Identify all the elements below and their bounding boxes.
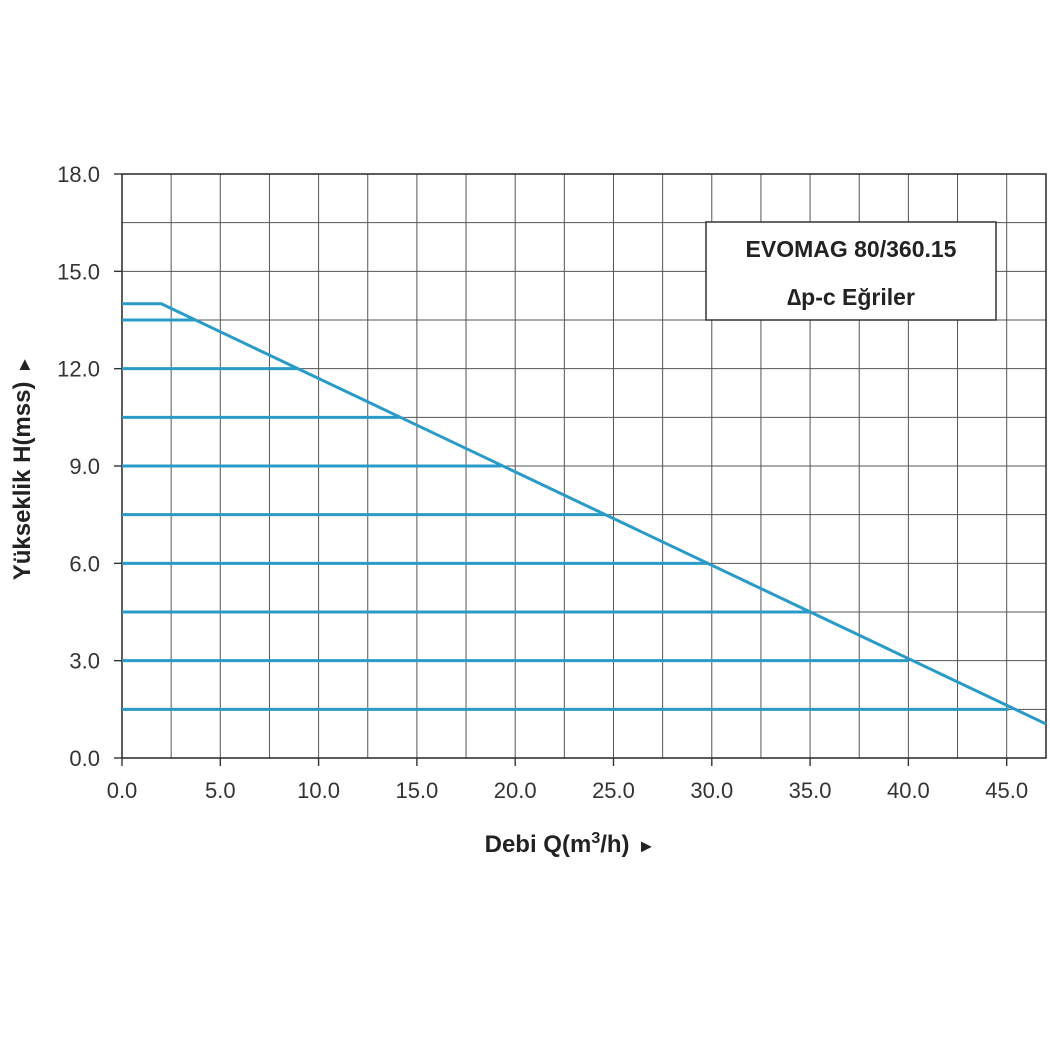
x-axis-title: Debi Q(m3/h) ► bbox=[485, 830, 656, 858]
x-tick-label: 25.0 bbox=[592, 778, 635, 803]
y-tick-label: 3.0 bbox=[69, 649, 100, 674]
legend-frame bbox=[705, 221, 997, 321]
x-tick-label: 5.0 bbox=[205, 778, 236, 803]
x-tick-label: 15.0 bbox=[395, 778, 438, 803]
x-tick-label: 20.0 bbox=[494, 778, 537, 803]
y-tick-label: 12.0 bbox=[57, 357, 100, 382]
curves bbox=[122, 302, 1047, 726]
x-axis-title-tail: /h) bbox=[600, 831, 629, 858]
x-tick-label: 10.0 bbox=[297, 778, 340, 803]
y-tick-label: 18.0 bbox=[57, 162, 100, 187]
x-axis-arrow: ► bbox=[638, 836, 656, 856]
tick-labels: 0.0 5.0 10.0 15.0 20.0 25.0 30.0 35.0 40.0 45.0 0.… bbox=[57, 162, 1028, 803]
x-tick-label: 40.0 bbox=[887, 778, 930, 803]
legend-subtitle: ∆p-c Eğriler bbox=[787, 284, 915, 310]
envelope-line bbox=[122, 302, 1047, 726]
x-tick-label: 45.0 bbox=[985, 778, 1028, 803]
y-tick-label: 9.0 bbox=[69, 454, 100, 479]
y-tick-label: 15.0 bbox=[57, 259, 100, 284]
y-tick-label: 6.0 bbox=[69, 551, 100, 576]
y-axis-title: Yükseklik H(mss)► bbox=[9, 356, 36, 581]
x-tick-label: 0.0 bbox=[107, 778, 138, 803]
y-axis-arrow: ► bbox=[14, 356, 34, 374]
legend-title: EVOMAG 80/360.15 bbox=[746, 236, 957, 262]
x-tick-label: 35.0 bbox=[789, 778, 832, 803]
y-tick-label: 0.0 bbox=[69, 746, 100, 771]
legend-box: EVOMAG 80/360.15 ∆p-c Eğriler bbox=[705, 221, 997, 321]
x-axis-title-sup: 3 bbox=[591, 830, 600, 847]
x-tick-label: 30.0 bbox=[690, 778, 733, 803]
